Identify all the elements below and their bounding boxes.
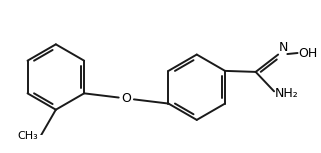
Text: CH₃: CH₃: [18, 131, 39, 141]
Text: OH: OH: [299, 47, 318, 60]
Text: NH₂: NH₂: [275, 87, 299, 100]
Text: O: O: [121, 92, 131, 105]
Text: N: N: [279, 41, 289, 54]
